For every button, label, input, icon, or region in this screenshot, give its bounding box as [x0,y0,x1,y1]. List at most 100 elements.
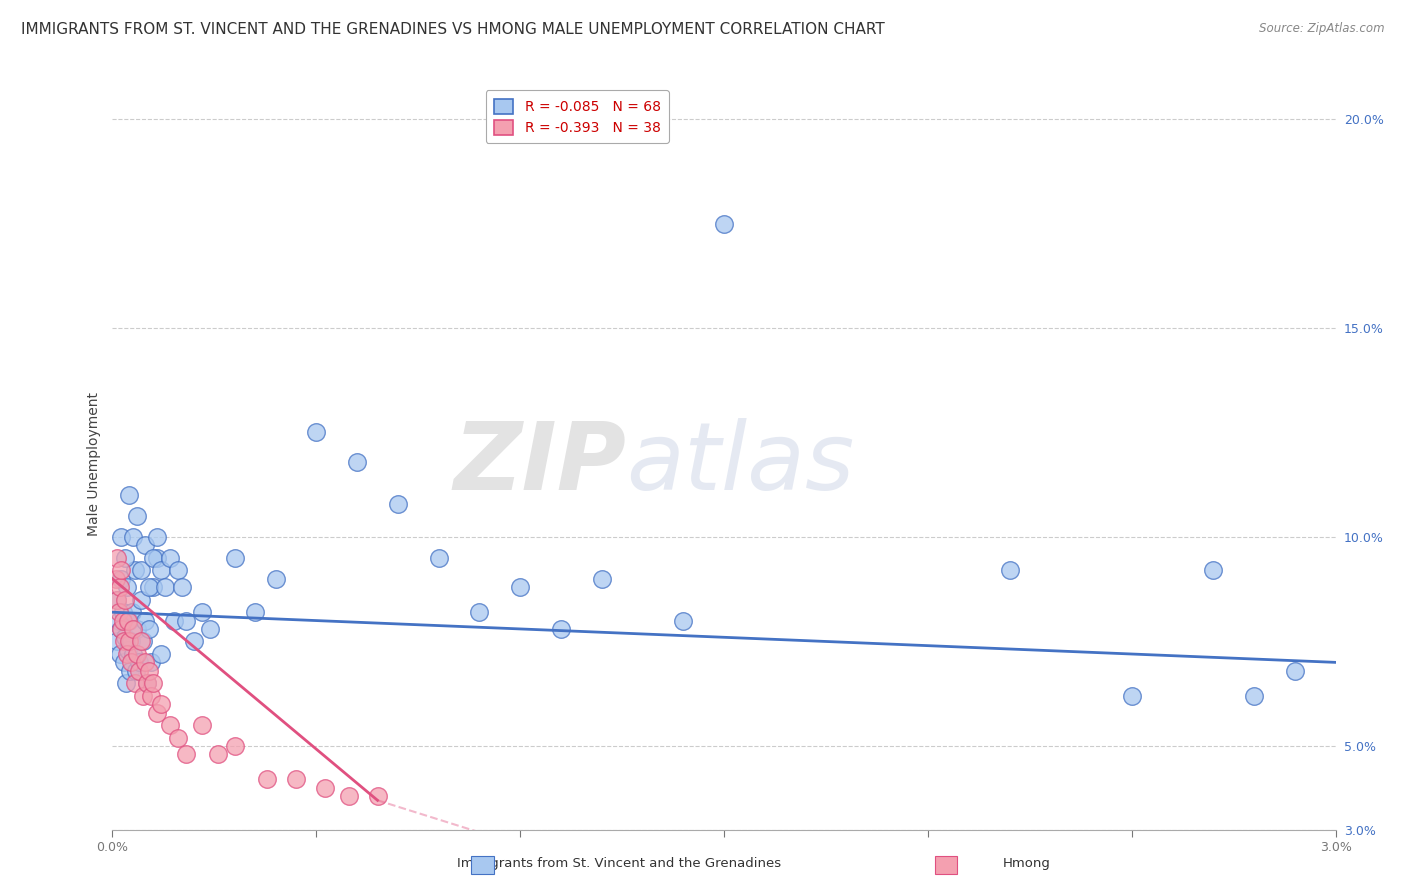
Point [509,580,531,594]
Text: IMMIGRANTS FROM ST. VINCENT AND THE GRENADINES VS HMONG MALE UNEMPLOYMENT CORREL: IMMIGRANTS FROM ST. VINCENT AND THE GREN… [21,22,884,37]
Point [136,676,159,690]
Point [155,580,177,594]
Point [112,656,135,670]
Point [110,572,132,586]
Point [110,622,132,636]
Point [150,697,173,711]
Point [256,772,278,787]
Point [104,572,127,586]
Point [115,647,138,661]
Point [108,580,131,594]
Point [427,550,450,565]
Point [132,634,155,648]
Point [134,614,156,628]
Point [166,563,188,577]
Point [128,656,150,670]
Point [134,538,156,552]
Point [129,592,152,607]
Point [224,739,246,753]
Point [134,656,156,670]
Point [118,614,141,628]
Point [207,747,229,762]
Point [120,634,142,648]
Point [163,614,186,628]
Point [111,614,134,628]
Point [121,605,143,619]
Point [183,634,205,648]
Point [105,550,128,565]
Point [124,676,146,690]
Point [159,550,181,565]
Point [150,563,173,577]
Point [146,550,169,565]
Point [1243,689,1265,703]
Point [387,497,409,511]
Point [107,605,129,619]
Point [142,676,165,690]
Point [1284,664,1306,678]
Y-axis label: Male Unemployment: Male Unemployment [87,392,101,536]
Point [191,605,214,619]
Point [305,425,328,440]
Point [146,530,169,544]
Point [224,550,246,565]
Point [117,643,139,657]
Point [141,689,163,703]
Point [591,572,613,586]
Point [128,664,150,678]
Point [142,550,165,565]
Point [1202,563,1225,577]
Point [118,634,141,648]
Point [174,747,197,762]
Point [129,563,152,577]
Point [107,614,129,628]
Point [314,780,336,795]
Text: Hmong: Hmong [1002,856,1050,870]
Point [125,622,148,636]
Point [138,580,160,594]
Point [117,614,139,628]
Point [114,676,136,690]
Point [125,647,148,661]
Point [118,664,141,678]
Point [122,647,145,661]
Point [108,647,131,661]
Point [468,605,491,619]
Point [105,592,128,607]
Text: Immigrants from St. Vincent and the Grenadines: Immigrants from St. Vincent and the Gren… [457,856,780,870]
Text: atlas: atlas [626,418,855,509]
Point [138,664,160,678]
Point [125,509,148,524]
Point [125,664,148,678]
Point [110,563,132,577]
Point [114,630,136,644]
Point [115,580,138,594]
Text: Source: ZipAtlas.com: Source: ZipAtlas.com [1260,22,1385,36]
Point [264,572,287,586]
Point [1121,689,1143,703]
Point [550,622,572,636]
Point [200,622,222,636]
Point [122,530,145,544]
Point [170,580,193,594]
Point [672,614,695,628]
Text: ZIP: ZIP [453,417,626,510]
Point [146,706,169,720]
Point [120,656,142,670]
Point [337,789,360,804]
Legend: R = -0.085   N = 68, R = -0.393   N = 38: R = -0.085 N = 68, R = -0.393 N = 38 [485,90,669,143]
Point [191,718,214,732]
Point [142,580,165,594]
Point [166,731,188,745]
Point [122,622,145,636]
Point [346,455,368,469]
Point [141,656,163,670]
Point [132,689,155,703]
Point [136,676,159,690]
Point [284,772,308,787]
Point [105,592,128,607]
Point [713,217,735,231]
Point [114,550,136,565]
Point [110,530,132,544]
Point [118,488,141,502]
